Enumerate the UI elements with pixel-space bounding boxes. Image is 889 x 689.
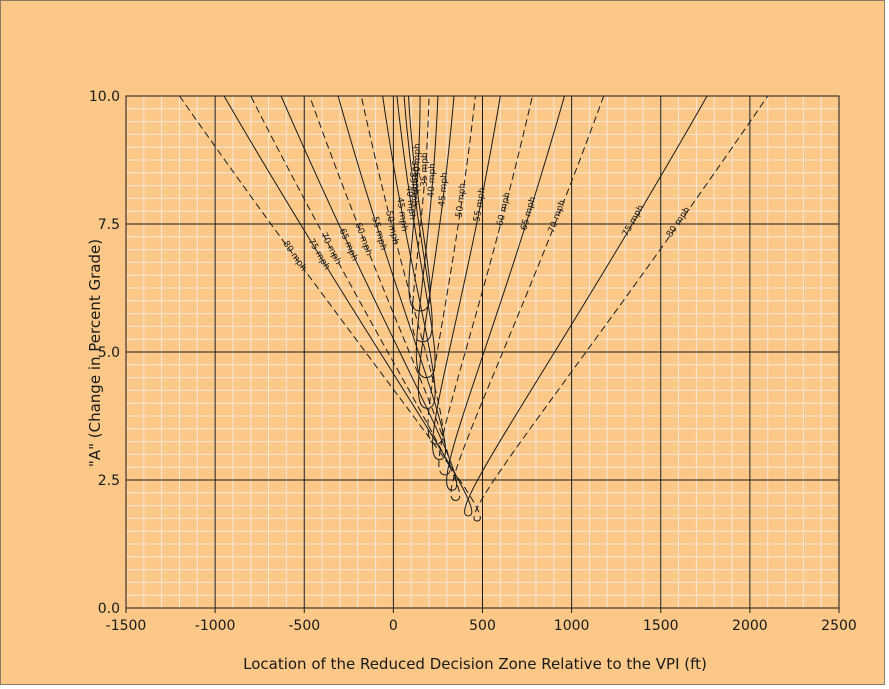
curve-label-right: 40 mph — [427, 163, 438, 198]
curve-label-left: 30 mph — [409, 160, 421, 195]
curve-right-50-mph — [427, 95, 476, 445]
curve-left-60-mph — [309, 95, 451, 476]
curve-left-35-mph — [403, 95, 433, 343]
curve-right-75-mph — [464, 95, 708, 517]
curve-left-75-mph — [223, 95, 473, 517]
curve-right-80-mph — [473, 95, 769, 522]
x-tick-labels: -1500 -1000 -500 0 500 1000 1500 2000 2500 — [106, 608, 857, 634]
curve-label-right: 30 mph — [413, 143, 423, 178]
curve-right-60-mph — [438, 95, 533, 476]
curve-right-70-mph — [450, 95, 605, 501]
x-tick-label: 2000 — [732, 618, 768, 634]
curve-label-right: 50 mph — [455, 183, 469, 218]
curve-label-right: 70 mph — [547, 199, 568, 235]
x-tick-label: 1500 — [643, 618, 679, 634]
curve-left-55-mph — [337, 95, 446, 461]
y-tick-label: 10.0 — [89, 89, 120, 105]
x-tick-label: 2500 — [821, 618, 857, 634]
curves — [179, 95, 769, 522]
x-tick-label: 500 — [469, 618, 496, 634]
curve-label-left: 35 mph — [407, 172, 420, 207]
curve-right-45-mph — [417, 95, 455, 409]
y-tick-label: 0.0 — [98, 601, 120, 617]
x-tick-label: 0 — [389, 618, 398, 634]
curve-label-left: 40 mph — [403, 185, 417, 220]
curve-label-right: 55 mph — [472, 187, 488, 223]
curve-right-35-mph — [411, 95, 430, 343]
x-tick-label: -500 — [288, 618, 320, 634]
y-tick-label: 2.5 — [98, 473, 120, 489]
y-tick-label: 7.5 — [98, 217, 120, 233]
x-tick-label: -1000 — [195, 618, 236, 634]
curve-label-left: 45 mph — [394, 197, 409, 233]
curve-left-50-mph — [360, 95, 444, 445]
x-tick-label: 1000 — [554, 618, 590, 634]
curve-right-55-mph — [432, 95, 501, 461]
curve-right-65-mph — [446, 95, 565, 491]
y-axis-title: "A" (Change in Percent Grade) — [86, 239, 104, 467]
curve-left-80-mph — [179, 95, 481, 522]
y-tick-label: 5.0 — [98, 345, 120, 361]
x-tick-label: -1500 — [106, 618, 147, 634]
curve-left-30-mph — [408, 95, 431, 312]
curve-left-65-mph — [280, 95, 458, 491]
x-axis-title: Location of the Reduced Decision Zone Re… — [243, 655, 707, 673]
y-tick-labels: 0.0 2.5 5.0 7.5 10.0 — [89, 89, 120, 617]
major-grid — [126, 96, 839, 608]
curve-label-right: 45 mph — [438, 172, 451, 207]
curve-left-70-mph — [250, 95, 461, 501]
curve-label-right: 35 mph — [420, 152, 431, 187]
curve-label-right: 60 mph — [496, 191, 513, 227]
